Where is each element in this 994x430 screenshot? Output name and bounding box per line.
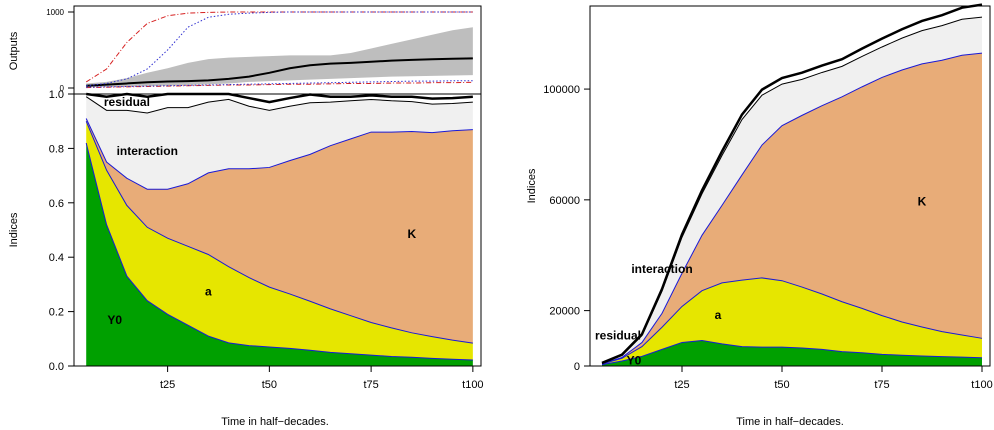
absolute-boundary: [601, 52, 983, 365]
absolute-y-label: Indices: [526, 168, 538, 203]
outputs-panel: 0 1000 Outputs: [8, 5, 482, 95]
absolute-frame: [589, 5, 991, 367]
normalized-boundary: [85, 121, 473, 344]
normalized-frame: [73, 93, 482, 367]
absolute-x-tick-label: t75: [874, 379, 889, 391]
outputs-y-tick-label: 0: [60, 84, 65, 93]
absolute-boundary: [601, 340, 983, 366]
outputs-line-mean: [86, 57, 473, 87]
absolute-area-K: [602, 53, 982, 365]
normalized-label-residual: residual: [104, 95, 150, 109]
absolute-area-Y0: [602, 340, 982, 366]
normalized-boundaries: [85, 92, 473, 361]
normalized-boundary: [85, 142, 473, 361]
absolute-x-label: Time in half−decades.: [736, 416, 844, 428]
normalized-boundary: [85, 118, 473, 190]
normalized-area-Y0: [86, 142, 473, 366]
normalized-x-tick-label: t75: [363, 379, 378, 391]
absolute-y-tick-label: 0: [574, 361, 580, 373]
absolute-label-Y0: Y0: [627, 354, 642, 368]
normalized-x-label: Time in half−decades.: [221, 416, 329, 428]
absolute-x-ticks: t25 t50 t75 t100: [674, 366, 993, 391]
absolute-y-tick-label: 60000: [549, 195, 580, 207]
normalized-x-tick-label: t50: [262, 379, 277, 391]
outputs-band: [86, 27, 473, 88]
normalized-x-tick-label: t100: [462, 379, 483, 391]
normalized-y-tick-label: 0.2: [49, 307, 64, 319]
normalized-indices-panel: 0.0 0.2 0.4 0.6 0.8 1.0 t25 t50 t75 t100 residua…: [8, 89, 484, 428]
outputs-series: [85, 11, 473, 89]
normalized-y-tick-label: 0.8: [49, 143, 64, 155]
normalized-area-K: [86, 118, 473, 344]
absolute-indices-panel: 0 20000 60000 100000 t25 t50 t75 t100 residual…: [526, 3, 993, 428]
normalized-area-residual: [86, 94, 473, 114]
absolute-x-tick-label: t50: [774, 379, 789, 391]
outputs-y-tick-label: 1000: [46, 8, 64, 17]
absolute-label-a: a: [715, 308, 722, 322]
normalized-area-interaction: [86, 96, 473, 190]
normalized-y-label: Indices: [8, 212, 20, 247]
absolute-boundary: [601, 3, 983, 365]
absolute-areas: [602, 4, 982, 366]
normalized-boundary: [85, 96, 473, 114]
normalized-x-tick-label: t25: [160, 379, 175, 391]
normalized-label-a: a: [205, 284, 212, 298]
absolute-label-interaction: interaction: [631, 262, 692, 276]
normalized-label-K: K: [407, 227, 416, 241]
outputs-y-label: Outputs: [8, 31, 20, 70]
absolute-y-ticks: 0 20000 60000 100000: [543, 84, 590, 373]
outputs-y-ticks: 0 1000: [46, 8, 74, 93]
normalized-area-labels: residual interaction Ka Y0: [104, 95, 417, 327]
absolute-label-K: K: [918, 194, 927, 208]
absolute-area-interaction: [602, 17, 982, 364]
normalized-x-ticks: t25 t50 t75 t100: [160, 366, 484, 391]
absolute-boundaries: [601, 3, 983, 366]
normalized-boundary: [86, 92, 473, 104]
normalized-label-Y0: Y0: [107, 313, 122, 327]
normalized-y-ticks: 0.0 0.2 0.4 0.6 0.8 1.0: [49, 89, 74, 373]
absolute-y-tick-label: 100000: [543, 84, 580, 96]
absolute-x-tick-label: t25: [674, 379, 689, 391]
normalized-area-a: [86, 121, 473, 361]
normalized-y-tick-label: 0.4: [49, 252, 64, 264]
outputs-line-blue_low: [86, 80, 473, 88]
normalized-y-tick-label: 0.6: [49, 198, 64, 210]
absolute-label-residual: residual: [595, 329, 641, 343]
absolute-x-tick-label: t100: [971, 379, 992, 391]
normalized-y-tick-label: 1.0: [49, 89, 64, 101]
absolute-area-labels: residual interaction Ka Y0: [595, 194, 927, 367]
normalized-y-tick-label: 0.0: [49, 361, 64, 373]
normalized-label-interaction: interaction: [117, 144, 178, 158]
absolute-area-a: [602, 277, 982, 365]
absolute-y-tick-label: 20000: [549, 306, 580, 318]
normalized-areas: [86, 94, 473, 366]
absolute-boundary: [601, 277, 983, 365]
